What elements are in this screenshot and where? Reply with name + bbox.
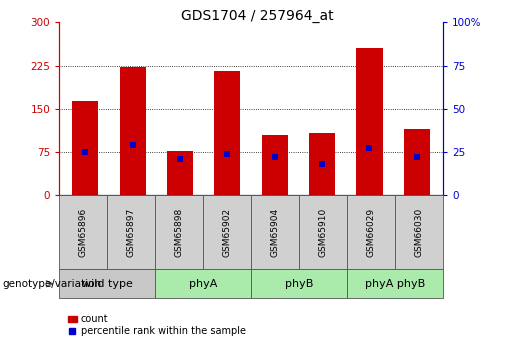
Text: GSM65904: GSM65904 [270,207,280,257]
Bar [119,67,146,195]
Bar [167,151,193,195]
Text: phyA: phyA [189,279,217,289]
Point [176,156,184,161]
Text: GDS1704 / 257964_at: GDS1704 / 257964_at [181,9,334,23]
Text: wild type: wild type [82,279,133,289]
Bar [72,101,98,195]
Text: GSM66029: GSM66029 [367,207,375,257]
Text: phyB: phyB [285,279,313,289]
Bar [404,129,430,195]
Legend: count, percentile rank within the sample: count, percentile rank within the sample [64,310,249,340]
Point [81,149,90,155]
Text: GSM65898: GSM65898 [175,207,184,257]
Text: genotype/variation: genotype/variation [3,279,101,289]
Text: GSM65910: GSM65910 [318,207,328,257]
Point [270,154,279,160]
Point [413,154,421,160]
Point [129,142,137,148]
Text: GSM65897: GSM65897 [127,207,135,257]
Bar [214,71,241,195]
Bar [309,134,335,195]
Bar [356,48,383,195]
Point [224,151,232,156]
Text: GSM65902: GSM65902 [222,207,232,257]
Point [365,146,373,151]
Bar [262,135,288,195]
Point [318,161,326,167]
Text: GSM65896: GSM65896 [79,207,88,257]
Text: phyA phyB: phyA phyB [365,279,425,289]
Text: GSM66030: GSM66030 [415,207,423,257]
